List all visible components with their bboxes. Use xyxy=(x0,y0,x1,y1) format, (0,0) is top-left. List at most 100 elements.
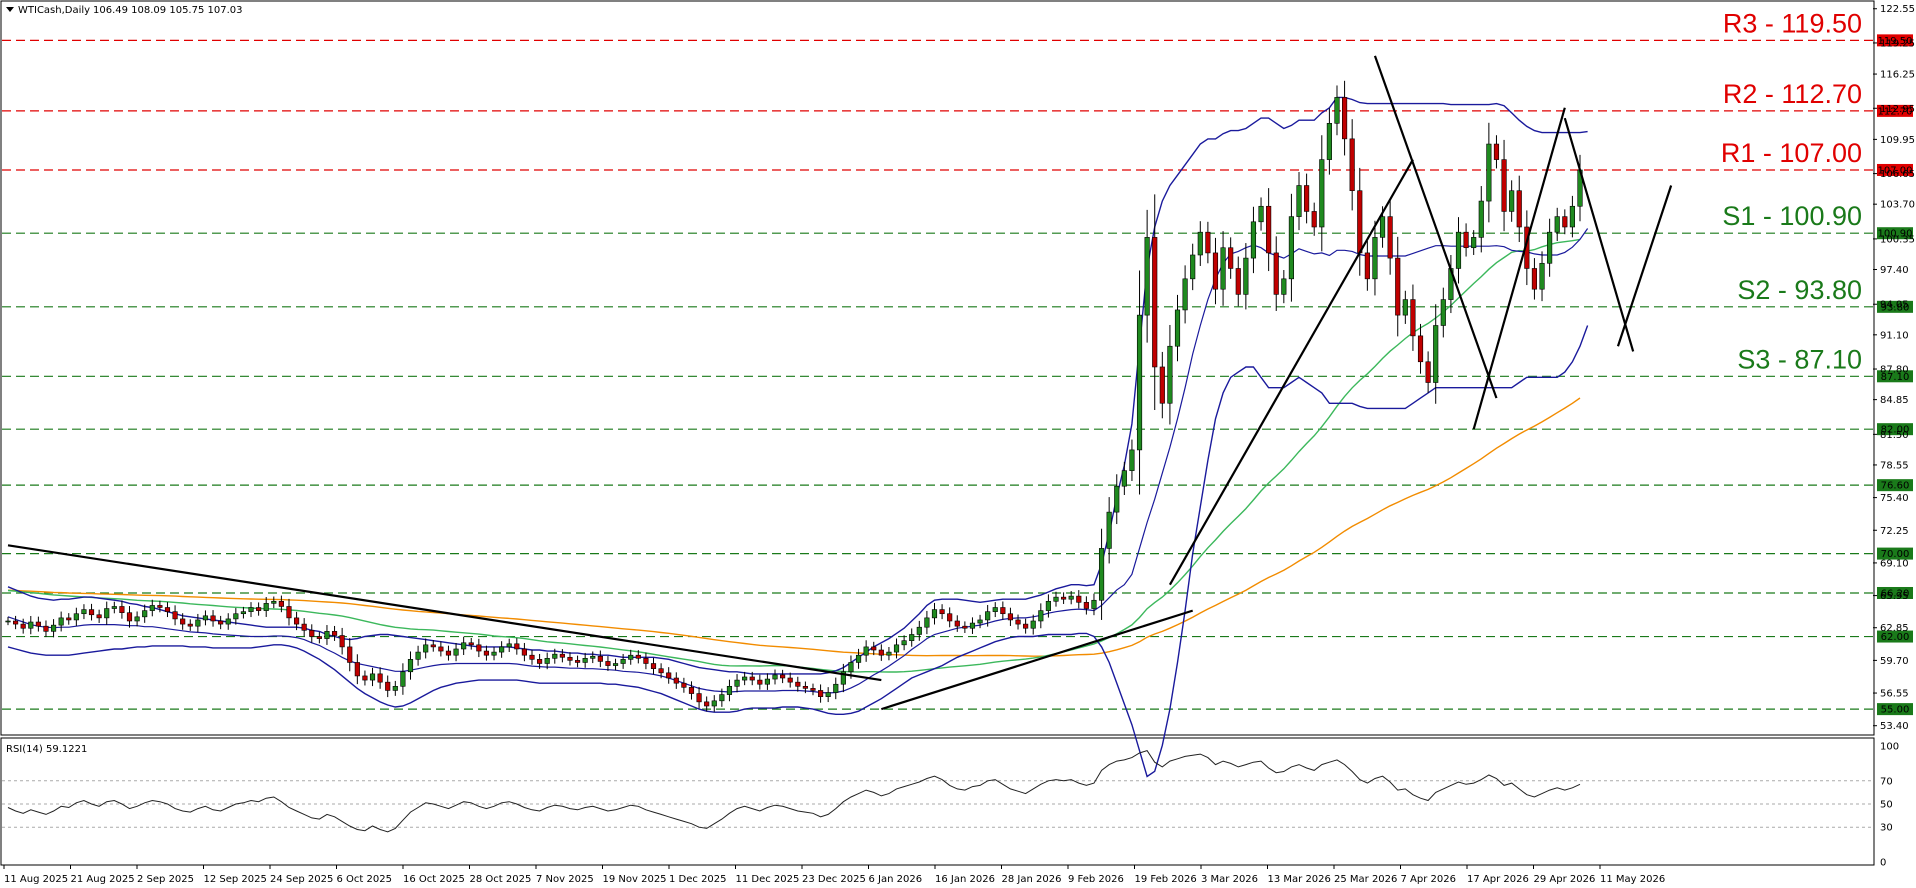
candle-body xyxy=(1425,361,1431,383)
candle-body xyxy=(1349,138,1355,192)
time-tick-label: 29 Apr 2026 xyxy=(1534,874,1596,885)
candle-body xyxy=(256,607,262,611)
candle-body xyxy=(423,644,429,653)
candle-body xyxy=(1395,257,1401,316)
candle-body xyxy=(362,675,368,681)
collapse-triangle-icon[interactable] xyxy=(6,7,14,12)
candle-body xyxy=(992,607,998,612)
level-tag-value: 112.70 xyxy=(1878,106,1913,117)
candle-body xyxy=(688,687,695,694)
candle-body xyxy=(1562,216,1568,228)
candle-body xyxy=(1509,190,1515,212)
candle-body xyxy=(195,619,201,627)
rsi-tick-label: 50 xyxy=(1880,800,1893,811)
level-tag xyxy=(1877,163,1913,176)
level-tag xyxy=(1877,300,1913,313)
rsi-plot: 100 70 50 30 0 xyxy=(2,742,1899,869)
candle-body xyxy=(818,690,824,697)
candle-body xyxy=(969,622,976,629)
candle-body xyxy=(13,620,19,625)
candle-body xyxy=(643,658,649,664)
candle-body xyxy=(1569,205,1575,228)
candle-body xyxy=(901,640,907,646)
candle-body xyxy=(635,654,641,659)
rsi-tick-label: 100 xyxy=(1880,742,1899,753)
candle-body xyxy=(924,617,930,628)
ma-orange-line xyxy=(7,397,1581,657)
price-tick-label: 122.55 xyxy=(1880,4,1915,15)
time-tick-label: 2 Sep 2025 xyxy=(137,874,194,885)
time-tick-label: 28 Oct 2025 xyxy=(470,874,532,885)
candle-body xyxy=(1190,254,1196,280)
price-tick-label: 97.40 xyxy=(1880,265,1909,276)
candle-body xyxy=(430,644,436,648)
time-tick-label: 23 Dec 2025 xyxy=(802,874,866,885)
candle-body xyxy=(772,674,778,680)
candle-body xyxy=(673,677,679,684)
candle-body xyxy=(316,636,322,639)
bollinger-lower-line xyxy=(7,325,1589,778)
rsi-tick-label: 70 xyxy=(1880,776,1893,787)
price-tick-label: 103.70 xyxy=(1880,200,1915,211)
candle-body xyxy=(704,701,710,707)
rsi-line xyxy=(7,750,1581,833)
price-tick-label: 53.40 xyxy=(1880,721,1909,732)
candle-body xyxy=(1174,309,1181,347)
candle-body xyxy=(438,646,444,652)
candle-body xyxy=(225,618,231,625)
price-tick-label: 109.95 xyxy=(1880,135,1915,146)
candle-body xyxy=(909,634,915,641)
rsi-panel xyxy=(0,737,1875,866)
trendline xyxy=(7,544,882,682)
candle-body xyxy=(392,686,398,691)
candle-body xyxy=(544,658,550,664)
time-axis: 11 Aug 2025 21 Aug 2025 2 Sep 2025 12 Sep 2… xyxy=(3,865,1665,885)
candle-body xyxy=(1501,159,1507,212)
time-tick-label: 19 Feb 2026 xyxy=(1135,874,1197,885)
candle-body xyxy=(1121,470,1127,487)
price-tick-label: 56.55 xyxy=(1880,689,1909,700)
candle-body xyxy=(537,659,543,664)
candle-body xyxy=(954,620,960,627)
candle-body xyxy=(377,673,383,683)
candle-body xyxy=(567,656,573,661)
candle-body xyxy=(947,613,953,622)
price-tick-label: 84.85 xyxy=(1880,395,1909,406)
candle-body xyxy=(157,605,163,608)
candle-body xyxy=(1015,619,1021,625)
candle-body xyxy=(1311,211,1317,228)
candle-body xyxy=(780,674,786,679)
candle-body xyxy=(1296,185,1302,217)
candle-body xyxy=(88,609,95,616)
candle-body xyxy=(1212,252,1219,290)
candle-body xyxy=(1235,268,1241,295)
candle-body xyxy=(324,631,330,639)
candle-body xyxy=(742,676,748,681)
candle-body xyxy=(445,650,452,656)
price-tick-label: 119.25 xyxy=(1880,38,1915,49)
level-label: R3 - 119.50 xyxy=(1723,8,1862,38)
candle-body xyxy=(134,616,140,622)
candle-body xyxy=(331,631,338,636)
candle-body xyxy=(180,618,186,625)
rsi-tick-label: 0 xyxy=(1880,858,1886,869)
candle-body xyxy=(50,624,57,632)
candle-body xyxy=(1083,602,1089,609)
candle-body xyxy=(939,609,945,615)
candle-body xyxy=(962,625,968,629)
trendline xyxy=(1563,117,1635,352)
candle-body xyxy=(1410,299,1416,337)
time-tick-label: 11 Aug 2025 xyxy=(4,874,68,885)
candle-body xyxy=(1023,623,1029,629)
level-tag xyxy=(1877,34,1913,47)
candle-body xyxy=(590,655,596,659)
candle-body xyxy=(286,606,292,619)
trendline xyxy=(1616,185,1673,347)
candle-body xyxy=(1486,143,1492,202)
candle-body xyxy=(931,609,938,619)
level-tag-value: 55.00 xyxy=(1881,705,1910,716)
candle-body xyxy=(1038,610,1044,622)
candle-body xyxy=(1471,237,1477,249)
trendline xyxy=(1373,55,1498,399)
candle-body xyxy=(719,694,725,702)
